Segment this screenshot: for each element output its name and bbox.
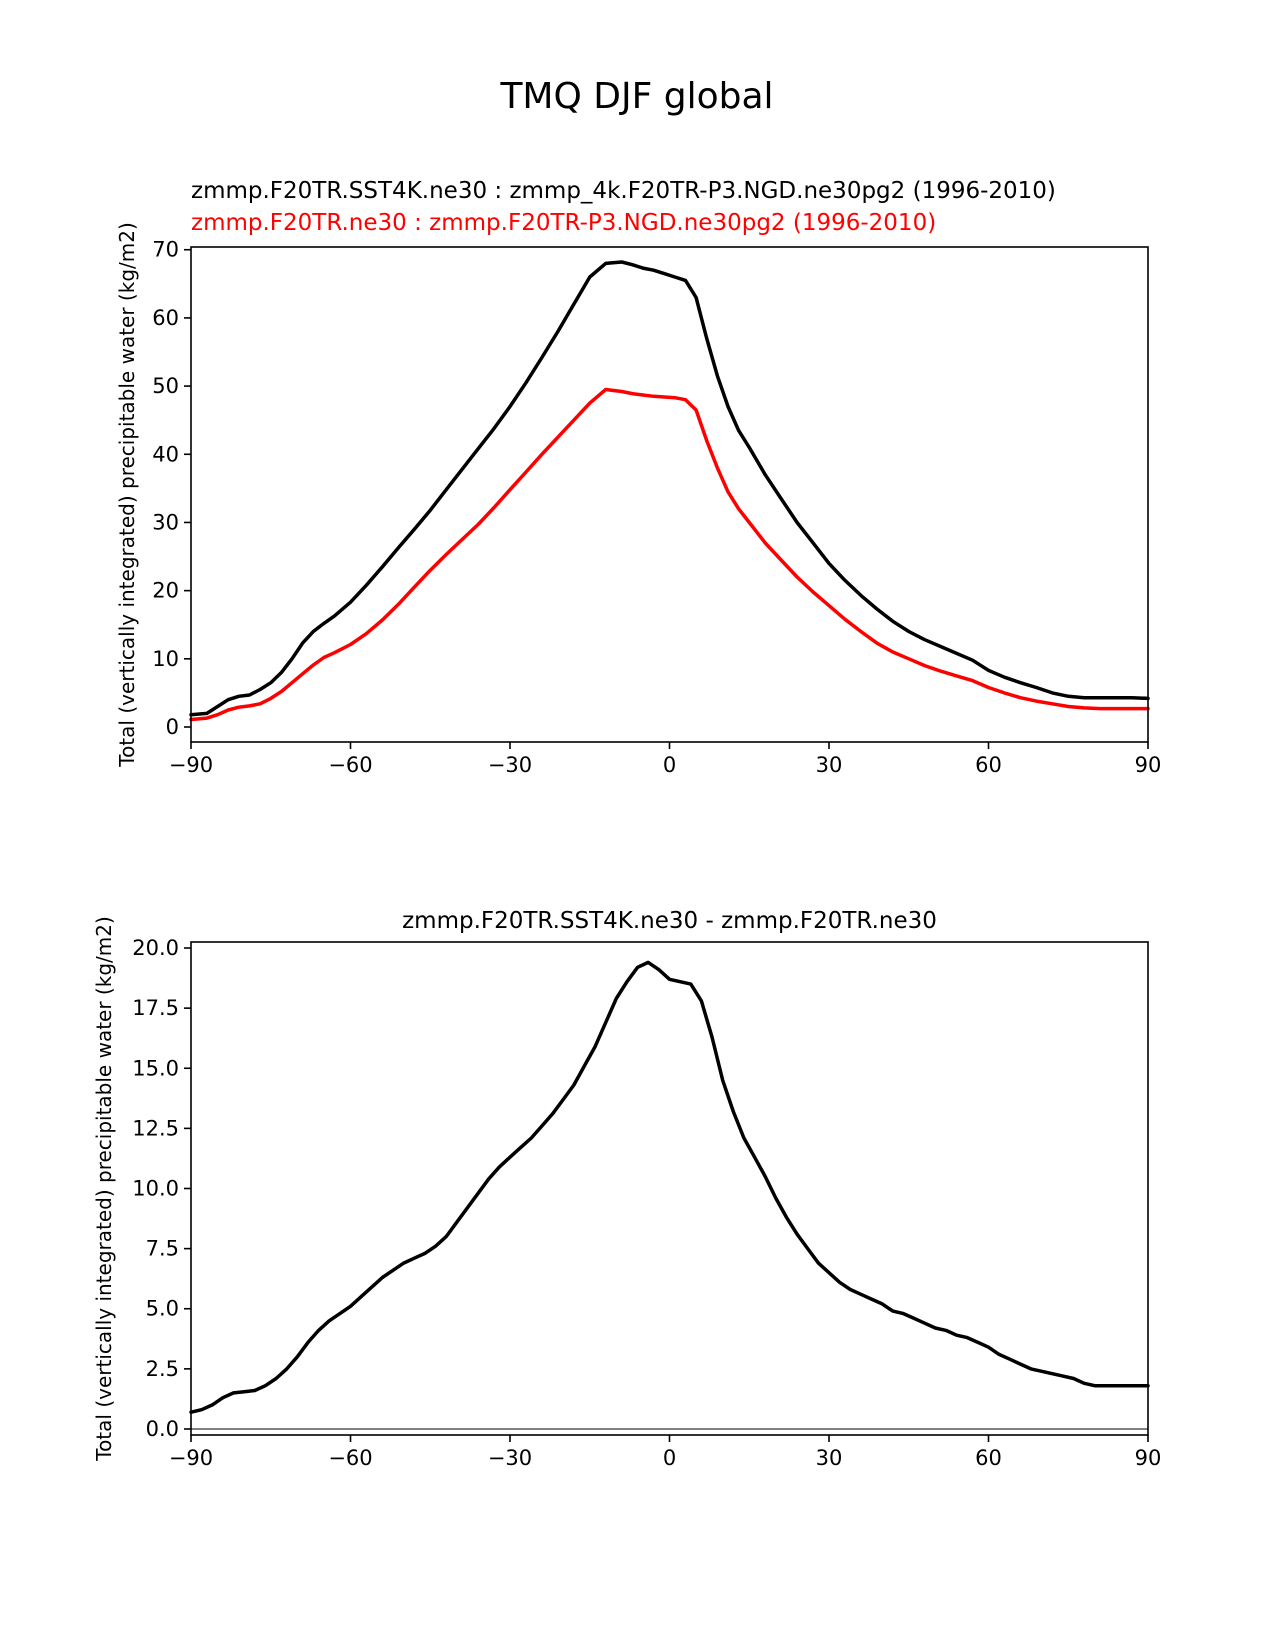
y-tick-label: 30: [152, 510, 179, 534]
y-tick-label: 2.5: [146, 1357, 179, 1381]
y-tick-label: 10.0: [132, 1177, 179, 1201]
x-tick-label: 90: [1135, 1446, 1162, 1470]
x-tick-label: −90: [169, 753, 213, 777]
x-tick-label: −90: [169, 1446, 213, 1470]
x-tick-label: 90: [1135, 753, 1162, 777]
x-tick-label: −30: [488, 753, 532, 777]
chart-title-line: zmmp.F20TR.SST4K.ne30 : zmmp_4k.F20TR-P3…: [191, 178, 1056, 204]
y-tick-label: 15.0: [132, 1056, 179, 1080]
chart-title-line: zmmp.F20TR.SST4K.ne30 - zmmp.F20TR.ne30: [402, 908, 937, 934]
series-line-0: [189, 260, 1150, 717]
top-chart: zmmp.F20TR.SST4K.ne30 : zmmp_4k.F20TR-P3…: [115, 178, 1161, 777]
y-tick-label: 12.5: [132, 1116, 179, 1140]
x-tick-label: 0: [663, 753, 676, 777]
series-line-0: [189, 960, 1150, 1414]
x-tick-label: 30: [816, 753, 843, 777]
y-tick-label: 17.5: [132, 996, 179, 1020]
y-tick-label: 10: [152, 647, 179, 671]
x-tick-label: −60: [328, 753, 372, 777]
bottom-chart: zmmp.F20TR.SST4K.ne30 - zmmp.F20TR.ne30 T…: [92, 908, 1161, 1470]
y-tick-label: 0.0: [146, 1417, 179, 1441]
x-tick-label: −60: [328, 1446, 372, 1470]
x-tick-label: 0: [663, 1446, 676, 1470]
y-axis-label: Total (vertically integrated) precipitab…: [92, 916, 116, 1462]
y-tick-label: 20.0: [132, 936, 179, 960]
x-tick-label: 60: [975, 753, 1002, 777]
series-line-1: [189, 387, 1150, 722]
y-tick-label: 0: [166, 715, 179, 739]
y-tick-label: 5.0: [146, 1297, 179, 1321]
y-axis-label: Total (vertically integrated) precipitab…: [115, 222, 139, 768]
y-tick-label: 20: [152, 579, 179, 603]
y-tick-label: 40: [152, 442, 179, 466]
y-tick-label: 50: [152, 374, 179, 398]
x-tick-label: 30: [816, 1446, 843, 1470]
x-tick-label: −30: [488, 1446, 532, 1470]
figure-title: TMQ DJF global: [499, 76, 773, 117]
chart-title-line: zmmp.F20TR.ne30 : zmmp.F20TR-P3.NGD.ne30…: [191, 210, 936, 236]
y-tick-label: 7.5: [146, 1237, 179, 1261]
y-tick-label: 70: [152, 238, 179, 262]
y-tick-label: 60: [152, 306, 179, 330]
x-tick-label: 60: [975, 1446, 1002, 1470]
